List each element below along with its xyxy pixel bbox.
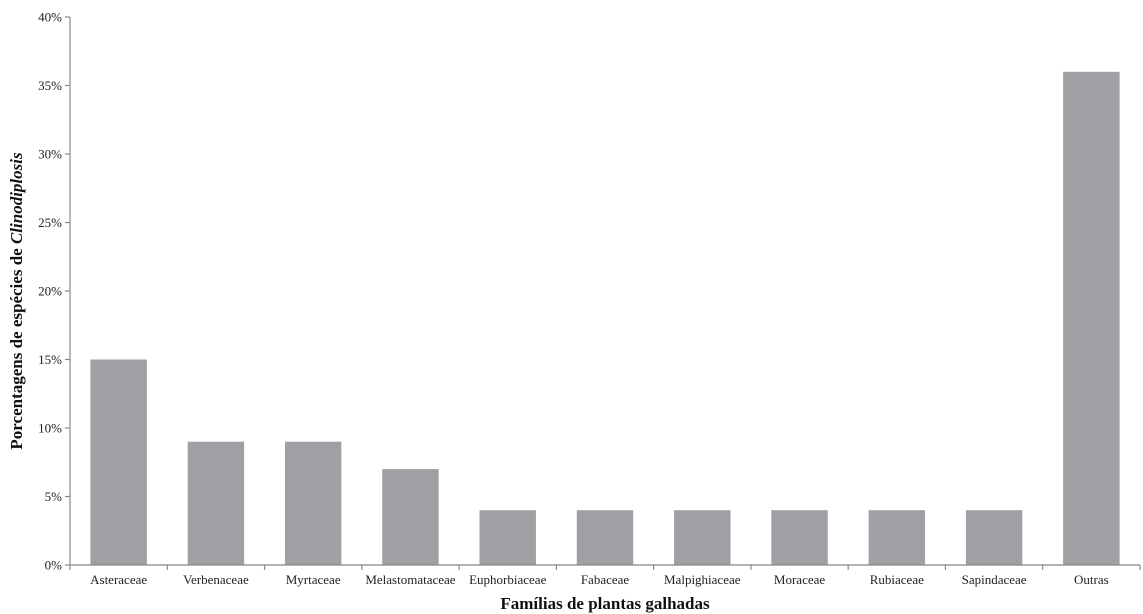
x-tick-label: Euphorbiaceae	[469, 572, 546, 587]
y-tick-label: 10%	[38, 421, 62, 436]
y-tick-label: 30%	[38, 147, 62, 162]
y-tick-label: 20%	[38, 284, 62, 299]
y-tick-label: 35%	[38, 78, 62, 93]
x-axis-ticks: Asteraceae Verbenaceae Myrtaceae Melastomat…	[69, 565, 1141, 587]
y-tick-label: 15%	[38, 352, 62, 367]
x-tick-label: Asteraceae	[90, 572, 147, 587]
y-tick-label: 40%	[38, 10, 62, 25]
x-tick-label: Verbenaceae	[183, 572, 249, 587]
x-tick-label: Melastomataceae	[365, 572, 455, 587]
x-tick-label: Moraceae	[774, 572, 825, 587]
bar-malpighiaceae	[674, 510, 731, 565]
y-axis-title: Porcentagens de espécies de Clinodiplosi…	[7, 152, 26, 450]
bars-group	[90, 71, 1120, 566]
bar-rubiaceae	[868, 510, 926, 565]
x-tick-label: Fabaceae	[581, 572, 630, 587]
bar-outras	[1063, 71, 1120, 566]
bar-asteraceae	[90, 359, 147, 565]
bar-fabaceae	[576, 510, 634, 565]
x-tick-label: Sapindaceae	[962, 572, 1027, 587]
x-axis-title: Famílias de plantas galhadas	[500, 594, 710, 613]
bar-verbenaceae	[187, 441, 245, 565]
y-axis-title-italic: Clinodiplosis	[7, 152, 26, 244]
bar-euphorbiaceae	[479, 510, 536, 565]
y-tick-label: 25%	[38, 215, 62, 230]
y-tick-label: 5%	[45, 489, 63, 504]
x-tick-label: Outras	[1074, 572, 1109, 587]
x-tick-label: Myrtaceae	[286, 572, 341, 587]
x-tick-label: Malpighiaceae	[664, 572, 741, 587]
bar-melastomataceae	[382, 469, 439, 565]
bar-moraceae	[771, 510, 828, 565]
y-axis-ticks: 0% 5% 10% 15% 20% 25% 30% 35% 40%	[38, 10, 70, 573]
y-tick-label: 0%	[45, 558, 63, 573]
bar-sapindaceae	[965, 510, 1023, 565]
x-tick-label: Rubiaceae	[870, 572, 924, 587]
y-axis-title-prefix: Porcentagens de espécies de	[7, 244, 26, 450]
bar-myrtaceae	[284, 441, 342, 565]
